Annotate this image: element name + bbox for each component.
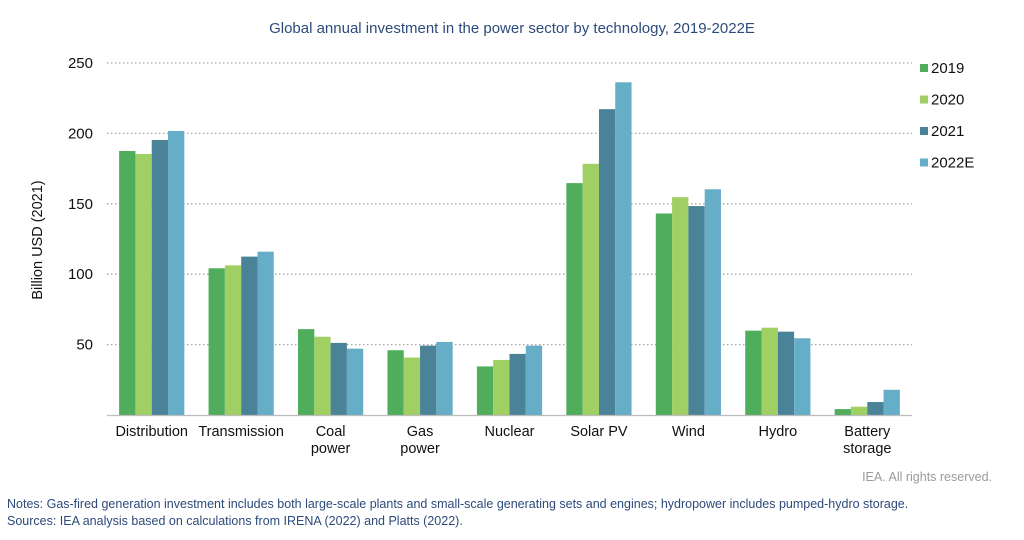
sources-text: Sources: IEA analysis based on calculati… <box>7 514 463 528</box>
bar-2021-2 <box>330 342 347 415</box>
legend-label: 2021 <box>931 123 964 140</box>
bar-2021-3 <box>420 345 437 415</box>
bar-2019-0 <box>119 151 136 415</box>
bar-2021-6 <box>688 206 705 415</box>
bar-2021-8 <box>867 402 884 415</box>
bar-2019-3 <box>387 350 404 415</box>
bar-2021-1 <box>241 256 258 415</box>
legend-swatch-2020 <box>920 95 928 104</box>
bar-2022e-1 <box>257 251 274 415</box>
chart-title: Global annual investment in the power se… <box>269 20 755 37</box>
notes-block: Notes: Gas-fired generation investment i… <box>7 496 908 530</box>
legend-swatch-2021 <box>920 127 928 135</box>
bar-2022e-8 <box>883 389 900 415</box>
legend-swatch-2019 <box>920 64 928 72</box>
bar-2019-7 <box>745 330 762 415</box>
bar-2021-0 <box>151 140 169 416</box>
x-category-label: power <box>400 441 440 457</box>
bar-2019-4 <box>476 366 494 415</box>
bar-2020-1 <box>224 265 242 415</box>
bar-2022e-7 <box>794 338 811 415</box>
bar-2022e-5 <box>615 82 632 415</box>
y-tick-label: 150 <box>68 196 93 213</box>
y-tick-label: 250 <box>68 55 93 72</box>
copyright-text: IEA. All rights reserved. <box>862 470 992 484</box>
bar-2020-0 <box>135 153 152 416</box>
y-axis-label: Billion USD (2021) <box>30 180 46 299</box>
x-category-label: Battery <box>844 424 891 440</box>
bar-2019-6 <box>655 213 673 415</box>
x-category-label: Solar PV <box>570 424 628 440</box>
bar-2020-2 <box>314 336 331 415</box>
bar-2022e-2 <box>346 348 364 415</box>
x-category-label: Distribution <box>115 424 188 440</box>
y-axis-ticks: 50 100 150 200 250 <box>68 55 93 354</box>
bar-2022e-4 <box>525 345 543 415</box>
x-category-label: power <box>311 441 351 457</box>
bar-2021-4 <box>509 353 526 415</box>
x-category-label: storage <box>843 441 891 457</box>
legend: 2019 2020 2021 2022E <box>920 60 974 172</box>
x-axis-categories: Distribution Transmission CoalpowerGaspowe… <box>115 424 891 457</box>
bar-2019-1 <box>208 268 225 415</box>
bar-2019-5 <box>566 183 583 415</box>
y-tick-label: 50 <box>76 337 93 354</box>
y-tick-label: 200 <box>68 125 93 142</box>
x-category-label: Coal <box>316 424 346 440</box>
legend-swatch-2022e <box>920 158 928 167</box>
bar-2019-8 <box>834 409 851 415</box>
legend-label: 2020 <box>931 92 964 109</box>
legend-label: 2019 <box>931 60 964 77</box>
legend-label: 2022E <box>931 155 974 172</box>
bar-2019-2 <box>298 329 315 415</box>
bar-2022e-6 <box>704 189 721 415</box>
x-category-label: Transmission <box>198 424 284 440</box>
x-category-label: Wind <box>672 424 705 440</box>
bar-2020-3 <box>403 357 421 415</box>
y-tick-label: 100 <box>68 266 93 283</box>
bars <box>119 82 900 416</box>
bar-2020-7 <box>761 327 778 415</box>
bar-2020-8 <box>850 406 868 415</box>
bar-2022e-0 <box>168 131 185 415</box>
x-category-label: Nuclear <box>485 424 535 440</box>
notes-text: Notes: Gas-fired generation investment i… <box>7 497 909 511</box>
bar-2021-7 <box>777 331 795 415</box>
x-category-label: Gas <box>407 424 434 440</box>
bar-2020-6 <box>672 197 689 415</box>
bar-2021-5 <box>598 109 616 415</box>
bar-2020-5 <box>582 163 599 415</box>
x-category-label: Hydro <box>758 424 797 440</box>
bar-2022e-3 <box>436 341 453 415</box>
bar-2020-4 <box>493 359 510 415</box>
